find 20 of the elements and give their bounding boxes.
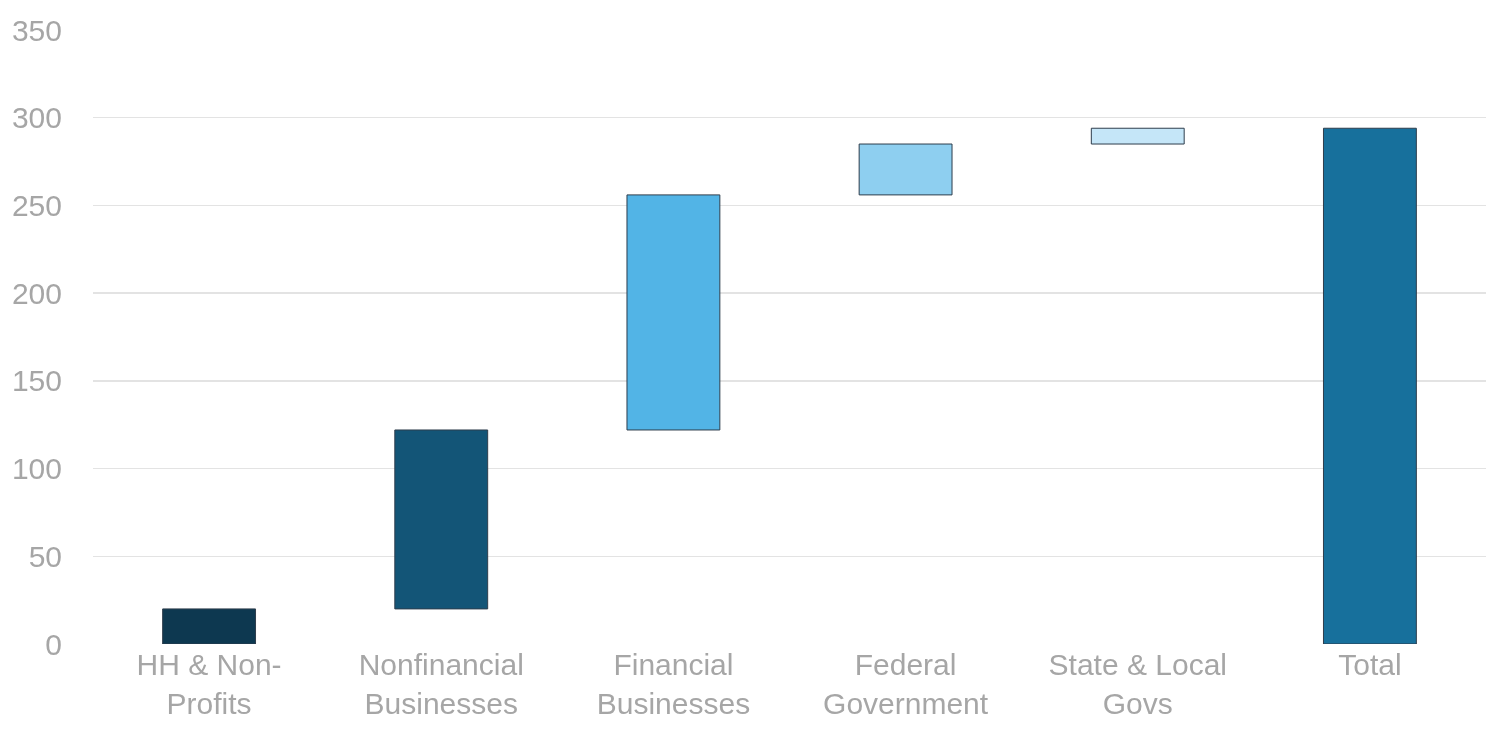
x-tick-label: HH & Non-Profits: [136, 648, 282, 720]
y-tick-label: 100: [11, 452, 62, 486]
x-tick-label: State & Local Govs: [1048, 648, 1227, 720]
y-tick-label: 50: [28, 539, 62, 573]
bar: [858, 143, 953, 196]
bar: [1090, 127, 1185, 145]
x-tick-label: Total: [1338, 648, 1402, 681]
bar: [1322, 127, 1417, 644]
y-tick-label: 150: [11, 364, 62, 398]
y-tick-label: 300: [11, 101, 62, 135]
y-tick-label: 250: [11, 188, 62, 222]
y-tick-label: 200: [11, 276, 62, 310]
x-tick-label: Federal Government: [823, 648, 989, 720]
bar: [394, 429, 489, 610]
x-tick-label: Financial Businesses: [596, 648, 751, 720]
bar: [162, 608, 257, 644]
y-tick-label: 350: [11, 13, 62, 47]
bar: [626, 194, 721, 431]
y-tick-label: 0: [45, 627, 62, 661]
x-tick-label: Nonfinancial Businesses: [358, 648, 524, 720]
